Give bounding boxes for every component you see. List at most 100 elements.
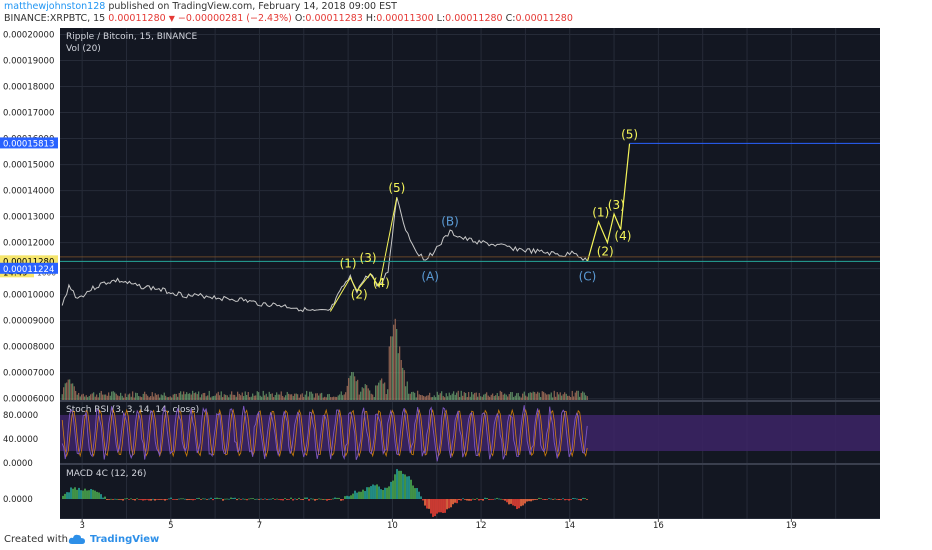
macd-bar xyxy=(200,499,202,500)
high-value: 0.00011300 xyxy=(376,13,434,24)
macd-bar xyxy=(204,498,206,500)
symbol-label: BINANCE:XRPBTC, 15 xyxy=(4,13,106,24)
macd-bar xyxy=(286,499,288,500)
macd-bar xyxy=(74,487,76,499)
x-tick-label: 3 xyxy=(79,521,84,529)
macd-bar xyxy=(514,499,516,507)
macd-bar xyxy=(252,498,254,499)
macd-bar xyxy=(454,499,456,503)
macd-bar xyxy=(172,499,174,500)
macd-bar xyxy=(584,498,586,499)
publish-line: matthewjohnston128 published on TradingV… xyxy=(4,1,397,12)
macd-bar xyxy=(488,499,490,501)
macd-bar xyxy=(374,485,376,499)
macd-bar xyxy=(288,499,290,500)
macd-bar xyxy=(110,498,112,500)
y-tick-label: 0.00009000 xyxy=(3,317,54,327)
macd-bar xyxy=(548,498,550,499)
macd-bar xyxy=(436,499,438,514)
macd-bar xyxy=(558,499,560,500)
macd-bar xyxy=(472,498,474,500)
macd-bar xyxy=(358,491,360,499)
macd-bar xyxy=(482,499,484,501)
macd-bar xyxy=(518,499,520,509)
macd-bar xyxy=(458,499,460,501)
macd-bar xyxy=(386,487,388,499)
macd-bar xyxy=(148,499,150,501)
macd-bar xyxy=(346,495,348,499)
macd-bar xyxy=(86,490,88,499)
down-arrow-icon: ▼ xyxy=(168,14,175,23)
footer: Created with TradingView xyxy=(0,529,932,550)
macd-bar xyxy=(300,499,302,500)
macd-bar xyxy=(490,499,492,500)
macd-bar xyxy=(146,499,148,500)
macd-bar xyxy=(430,499,432,514)
macd-bar xyxy=(108,499,110,500)
chart-canvas[interactable]: 0.00020000 0.00019000 0.00018000 0.00017000… xyxy=(0,26,932,529)
macd-bar xyxy=(478,499,480,501)
macd-bar xyxy=(136,498,138,500)
macd-bar xyxy=(392,480,394,499)
impulse-wave-label: (1) xyxy=(340,256,357,270)
macd-bar xyxy=(144,499,146,501)
macd-bar xyxy=(156,499,158,500)
macd-bar xyxy=(184,498,186,500)
macd-bar xyxy=(460,499,462,501)
macd-bar xyxy=(532,499,534,501)
macd-bar xyxy=(242,498,244,500)
author-link[interactable]: matthewjohnston128 xyxy=(4,1,106,12)
price-line xyxy=(61,197,588,313)
macd-bar xyxy=(226,498,228,500)
macd-bar xyxy=(456,499,458,504)
macd-bar xyxy=(240,499,242,500)
macd-bar xyxy=(304,497,306,499)
macd-bar xyxy=(438,499,440,513)
macd-bar xyxy=(344,496,346,499)
macd-bar xyxy=(332,498,334,500)
macd-bar xyxy=(222,499,224,501)
rsi-d-line xyxy=(61,408,588,458)
high-label: H: xyxy=(365,13,377,24)
impulse-wave-label: (3) xyxy=(360,251,377,265)
macd-bar xyxy=(544,499,546,500)
x-tick-label: 5 xyxy=(168,521,173,529)
macd-bar xyxy=(510,499,512,504)
macd-bar xyxy=(390,481,392,499)
macd-bar xyxy=(406,476,408,499)
macd-bar xyxy=(174,499,176,500)
macd-bar xyxy=(88,490,90,499)
macd-bar xyxy=(516,499,518,510)
macd-bar xyxy=(330,499,332,500)
macd-bar xyxy=(264,498,266,500)
macd-bar xyxy=(62,495,64,499)
target-price-badge-bg xyxy=(0,137,58,149)
macd-bar xyxy=(316,499,318,500)
macd-bar xyxy=(128,499,130,500)
macd-bar xyxy=(366,487,368,499)
macd-bar xyxy=(320,498,322,500)
macd-bar xyxy=(424,499,426,506)
open-label: O: xyxy=(294,13,306,24)
macd-bar xyxy=(414,488,416,499)
macd-bar xyxy=(376,484,378,499)
macd-bar xyxy=(206,499,208,500)
macd-bar xyxy=(336,497,338,499)
macd-bar xyxy=(408,476,410,499)
macd-bar xyxy=(432,499,434,517)
macd-bar xyxy=(534,499,536,500)
macd-bar xyxy=(572,497,574,499)
macd-bar xyxy=(102,497,104,499)
macd-bar xyxy=(418,491,420,499)
y-tick-label: 0.00015000 xyxy=(3,161,54,171)
macd-bar xyxy=(272,498,274,499)
macd-bar xyxy=(208,498,210,500)
tradingview-brand[interactable]: TradingView xyxy=(90,534,160,545)
macd-bar xyxy=(68,492,70,499)
macd-bar xyxy=(134,499,136,501)
macd-bar xyxy=(306,497,308,499)
y-tick-label: 0.00007000 xyxy=(3,369,54,379)
macd-bar xyxy=(578,499,580,501)
macd-bar xyxy=(420,496,422,499)
macd-bar xyxy=(486,498,488,499)
